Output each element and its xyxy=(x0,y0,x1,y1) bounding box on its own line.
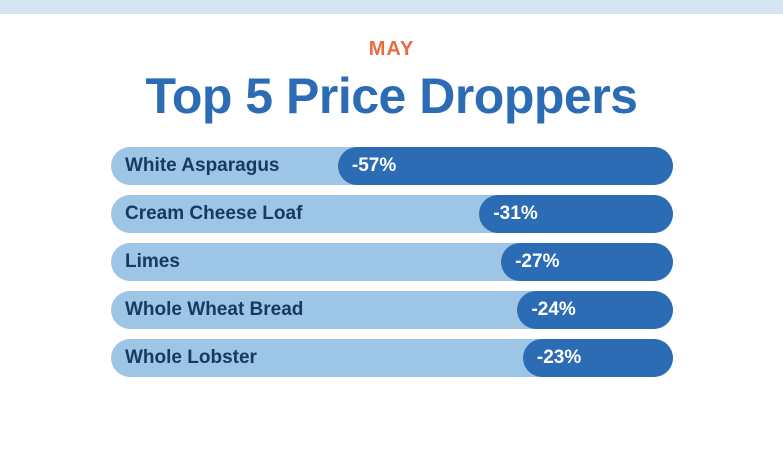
bar-track: Cream Cheese Loaf -31% xyxy=(111,195,673,233)
bar-category-label: Cream Cheese Loaf xyxy=(125,203,303,224)
bar-fill xyxy=(517,291,673,329)
bar-value-label: -27% xyxy=(515,251,560,272)
chart-title: Top 5 Price Droppers xyxy=(145,68,638,124)
bar-category-label: Whole Lobster xyxy=(125,347,257,368)
bar-value-label: -31% xyxy=(493,203,538,224)
bar-fill xyxy=(501,243,673,281)
bar-fill xyxy=(479,195,673,233)
bar-category-label: White Asparagus xyxy=(125,155,280,176)
bar-value-label: -23% xyxy=(536,347,582,368)
bar-fill xyxy=(337,147,673,185)
bar-value-label: -57% xyxy=(351,155,397,176)
bar-chart: White Asparagus -57% Cream Cheese Loaf -31%… xyxy=(111,147,673,387)
bar-category-label: Whole Wheat Bread xyxy=(125,299,304,320)
bar-fill xyxy=(522,339,673,377)
chart-subtitle-month: MAY xyxy=(368,38,415,60)
bar-track: Whole Lobster -23% xyxy=(111,339,673,377)
bar-track: Limes -27% xyxy=(111,243,673,281)
bar-track: White Asparagus -57% xyxy=(111,147,673,185)
bar-category-label: Limes xyxy=(125,251,180,272)
bar-value-label: -24% xyxy=(531,299,576,320)
bar-track: Whole Wheat Bread -24% xyxy=(111,291,673,329)
top-banner-strip xyxy=(0,0,783,14)
